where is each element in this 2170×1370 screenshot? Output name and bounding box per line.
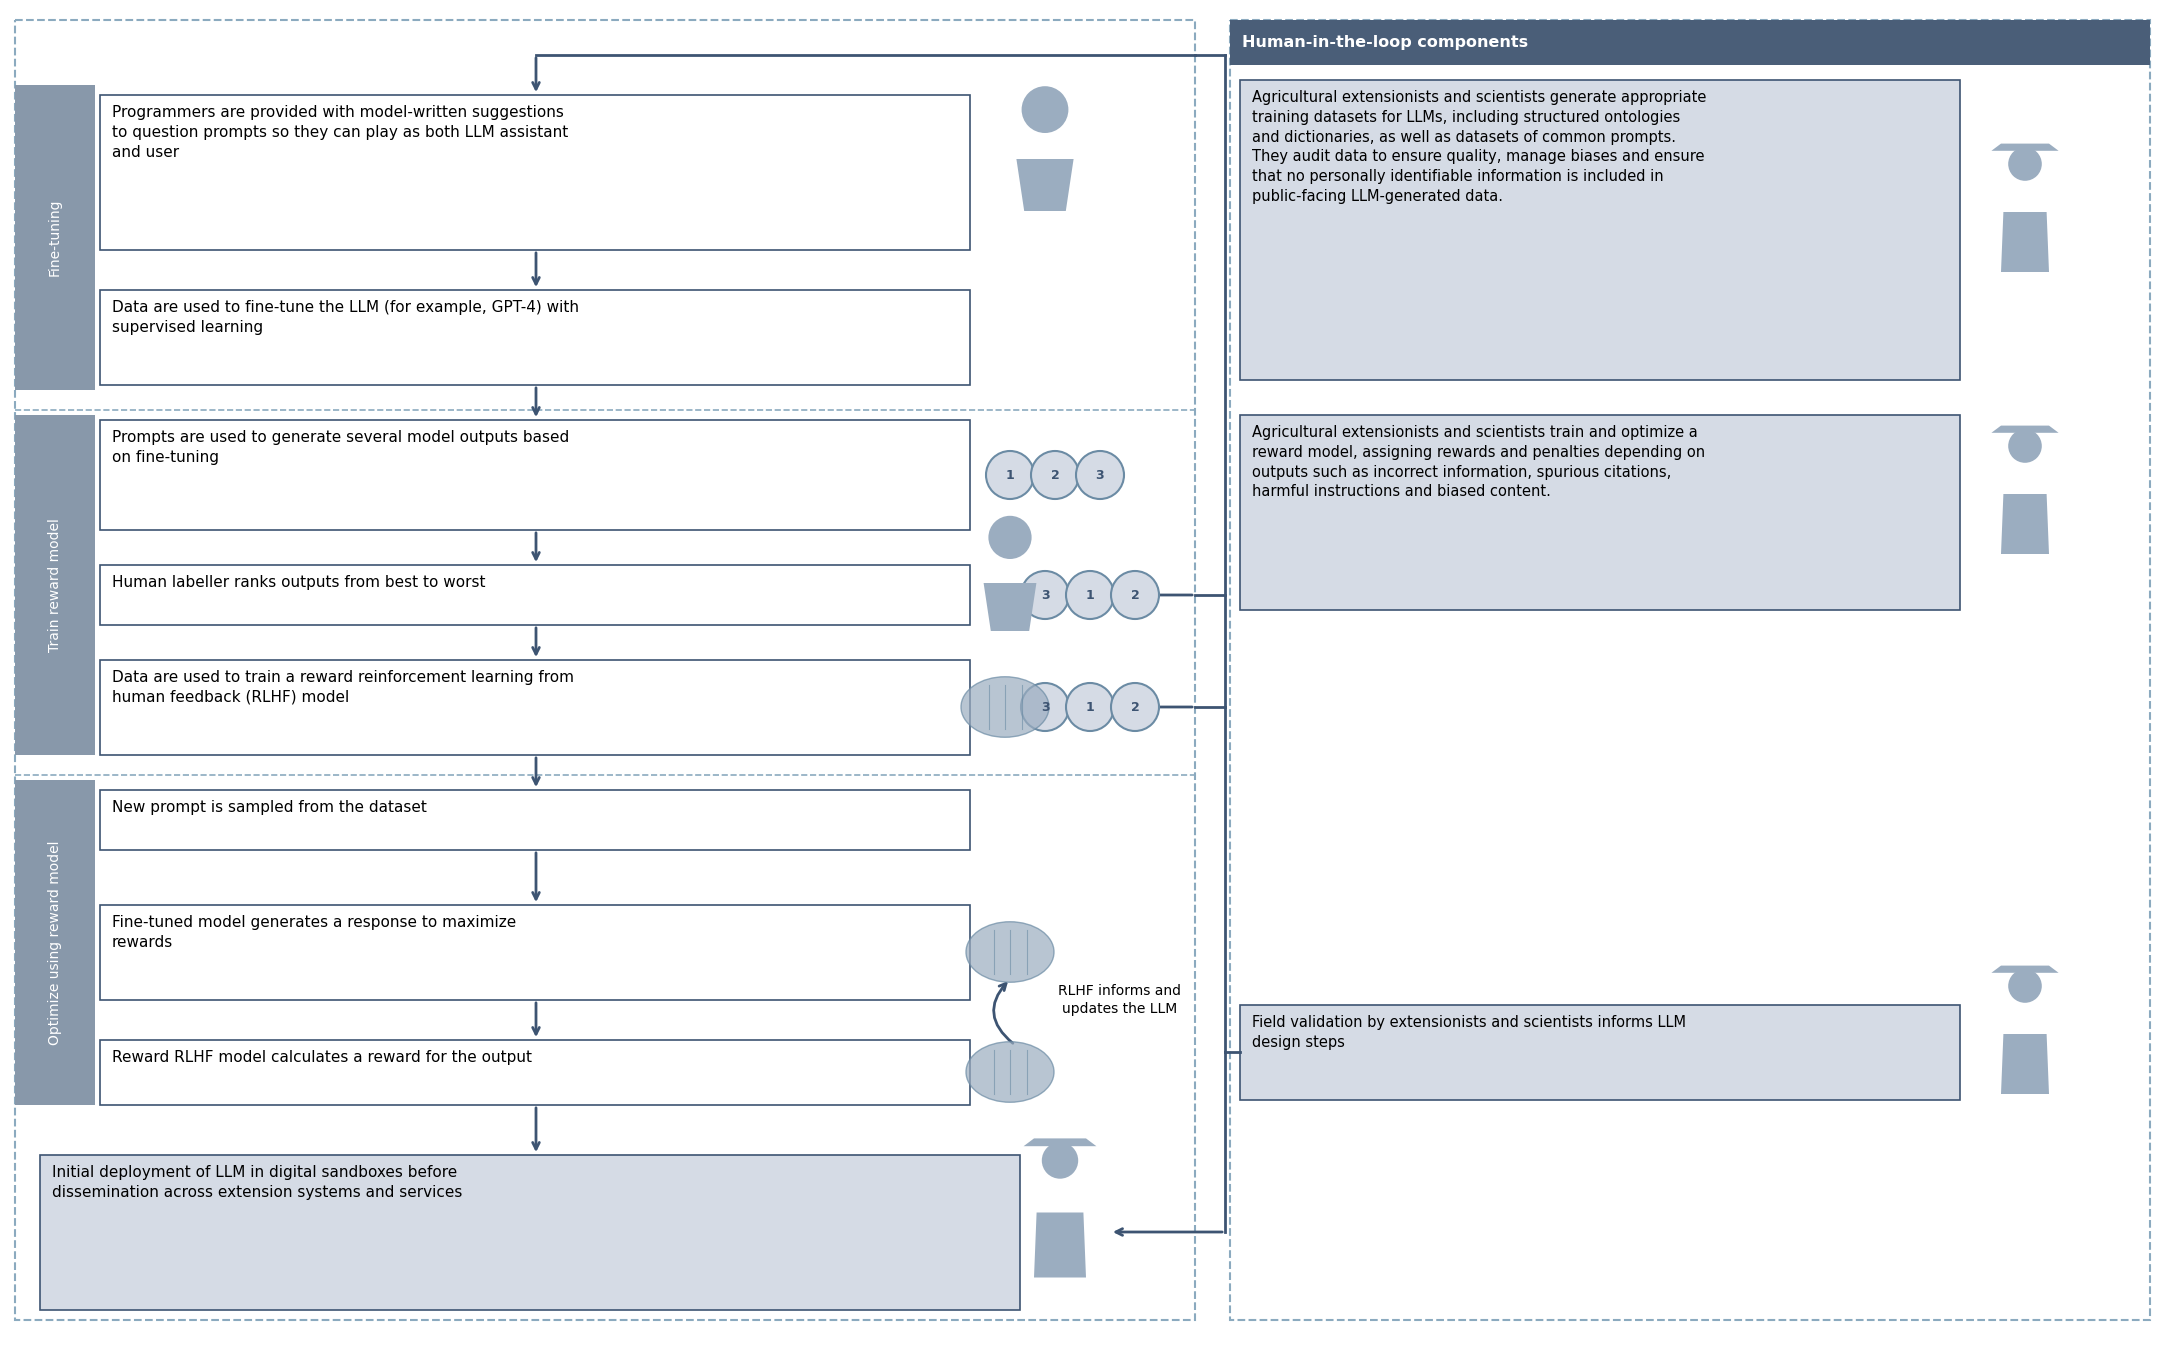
Circle shape xyxy=(1022,571,1070,619)
Text: 2: 2 xyxy=(1050,469,1059,481)
Polygon shape xyxy=(1992,144,2059,151)
FancyBboxPatch shape xyxy=(100,564,970,625)
Polygon shape xyxy=(983,584,1037,632)
Circle shape xyxy=(2007,429,2042,463)
FancyBboxPatch shape xyxy=(15,415,95,755)
Text: Prompts are used to generate several model outputs based
on fine-tuning: Prompts are used to generate several mod… xyxy=(113,430,569,464)
Polygon shape xyxy=(1033,1212,1085,1277)
Circle shape xyxy=(985,451,1033,499)
FancyBboxPatch shape xyxy=(1239,415,1960,610)
Circle shape xyxy=(1022,86,1068,133)
Text: Human labeller ranks outputs from best to worst: Human labeller ranks outputs from best t… xyxy=(113,575,486,590)
Polygon shape xyxy=(1016,159,1074,211)
Text: 3: 3 xyxy=(1042,700,1050,714)
Circle shape xyxy=(1076,451,1124,499)
FancyBboxPatch shape xyxy=(100,660,970,755)
Text: 1: 1 xyxy=(1085,589,1094,601)
Polygon shape xyxy=(1992,426,2059,433)
Text: Programmers are provided with model-written suggestions
to question prompts so t: Programmers are provided with model-writ… xyxy=(113,105,569,159)
Text: Field validation by extensionists and scientists informs LLM
design steps: Field validation by extensionists and sc… xyxy=(1252,1015,1686,1049)
Polygon shape xyxy=(2001,495,2048,553)
Ellipse shape xyxy=(966,922,1055,982)
Text: New prompt is sampled from the dataset: New prompt is sampled from the dataset xyxy=(113,800,427,815)
Text: Human-in-the-loop components: Human-in-the-loop components xyxy=(1241,36,1528,49)
Text: 2: 2 xyxy=(1131,700,1139,714)
Polygon shape xyxy=(1992,966,2059,973)
Circle shape xyxy=(1042,1143,1078,1178)
Polygon shape xyxy=(2001,212,2048,273)
FancyBboxPatch shape xyxy=(1239,1006,1960,1100)
Circle shape xyxy=(1111,684,1159,732)
Text: Optimize using reward model: Optimize using reward model xyxy=(48,840,63,1045)
Text: RLHF informs and
updates the LLM: RLHF informs and updates the LLM xyxy=(1059,984,1180,1017)
Text: 1: 1 xyxy=(1085,700,1094,714)
Text: Data are used to train a reward reinforcement learning from
human feedback (RLHF: Data are used to train a reward reinforc… xyxy=(113,670,575,704)
Text: 2: 2 xyxy=(1131,589,1139,601)
Circle shape xyxy=(1065,684,1113,732)
Circle shape xyxy=(2007,147,2042,181)
Circle shape xyxy=(1022,684,1070,732)
FancyBboxPatch shape xyxy=(100,421,970,530)
Text: 3: 3 xyxy=(1042,589,1050,601)
Polygon shape xyxy=(1024,1138,1096,1147)
Text: Fine-tuning: Fine-tuning xyxy=(48,199,63,277)
Circle shape xyxy=(987,515,1031,559)
FancyBboxPatch shape xyxy=(100,290,970,385)
FancyBboxPatch shape xyxy=(100,906,970,1000)
Text: Data are used to fine-tune the LLM (for example, GPT-4) with
supervised learning: Data are used to fine-tune the LLM (for … xyxy=(113,300,579,334)
FancyBboxPatch shape xyxy=(100,790,970,849)
FancyBboxPatch shape xyxy=(1239,79,1960,379)
FancyBboxPatch shape xyxy=(15,85,95,390)
FancyBboxPatch shape xyxy=(15,780,95,1106)
Polygon shape xyxy=(2001,1034,2048,1095)
FancyBboxPatch shape xyxy=(100,95,970,249)
Text: Agricultural extensionists and scientists generate appropriate
training datasets: Agricultural extensionists and scientist… xyxy=(1252,90,1706,204)
Ellipse shape xyxy=(961,677,1048,737)
Circle shape xyxy=(1111,571,1159,619)
Text: 1: 1 xyxy=(1005,469,1013,481)
FancyBboxPatch shape xyxy=(100,1040,970,1106)
Text: Initial deployment of LLM in digital sandboxes before
dissemination across exten: Initial deployment of LLM in digital san… xyxy=(52,1164,462,1200)
FancyBboxPatch shape xyxy=(39,1155,1020,1310)
Text: Agricultural extensionists and scientists train and optimize a
reward model, ass: Agricultural extensionists and scientist… xyxy=(1252,425,1706,500)
FancyBboxPatch shape xyxy=(1230,21,2150,64)
Text: Fine-tuned model generates a response to maximize
rewards: Fine-tuned model generates a response to… xyxy=(113,915,516,949)
Ellipse shape xyxy=(966,1041,1055,1103)
Circle shape xyxy=(2007,969,2042,1003)
Text: Reward RLHF model calculates a reward for the output: Reward RLHF model calculates a reward fo… xyxy=(113,1049,532,1064)
Circle shape xyxy=(1065,571,1113,619)
Text: 3: 3 xyxy=(1096,469,1105,481)
Circle shape xyxy=(1031,451,1078,499)
Text: Train reward model: Train reward model xyxy=(48,518,63,652)
